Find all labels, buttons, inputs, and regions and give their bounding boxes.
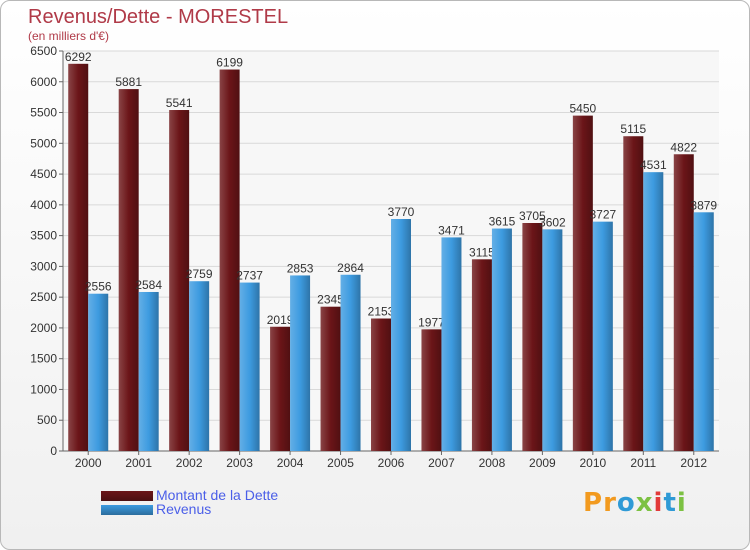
legend-swatch-revenus [101,505,153,515]
bar-revenus-2010 [592,221,613,451]
bar-dette-2000 [68,63,89,452]
y-tick-label: 6000 [30,75,57,89]
y-tick-label: 0 [50,444,57,458]
y-tick-label: 1000 [30,382,57,396]
bar-dette-2005 [320,306,341,451]
bar-revenus-2005 [340,274,361,451]
data-label: 2864 [337,261,364,275]
data-label: 3115 [469,245,495,259]
bar-revenus-2011 [643,172,664,451]
data-label: 2019 [267,313,294,327]
bar-revenus-2009 [542,229,563,451]
data-label: 3770 [388,205,415,219]
data-label: 2737 [236,269,263,283]
data-label: 6199 [216,56,243,70]
logo-letter: t [663,488,677,518]
data-label: 3879 [690,198,717,212]
bar-revenus-2012 [693,212,714,451]
y-tick-label: 2500 [30,290,57,304]
bar-dette-2003 [219,69,240,452]
data-label: 5881 [115,75,142,89]
legend-swatch-dette [101,491,153,501]
proxiti-logo: Proxiti [583,488,687,518]
logo-letter: x [635,488,654,518]
bar-revenus-2003 [239,282,260,451]
bar-dette-2010 [572,115,593,451]
x-tick-label: 2012 [680,456,707,470]
bar-revenus-2007 [441,237,462,451]
data-label: 2153 [368,305,395,319]
y-tick-label: 3000 [30,259,57,273]
x-tick-label: 2009 [529,456,556,470]
bar-dette-2007 [421,329,442,451]
logo-letter: i [676,488,687,518]
x-tick-label: 2003 [226,456,253,470]
x-tick-label: 2002 [176,456,203,470]
data-label: 5541 [166,96,193,110]
logo-letter: P [583,488,604,518]
x-tick-label: 2007 [428,456,455,470]
bar-dette-2012 [673,154,694,451]
data-label: 2759 [186,267,213,281]
y-tick-label: 5500 [30,106,57,120]
data-label: 4822 [670,140,697,154]
logo-letter: r [603,488,617,518]
data-label: 2556 [85,280,112,294]
x-tick-label: 2006 [378,456,405,470]
x-tick-label: 2000 [75,456,102,470]
bar-dette-2008 [471,259,492,451]
data-label: 2345 [317,293,344,307]
x-tick-label: 2011 [630,456,656,470]
data-label: 2853 [287,261,314,275]
bar-revenus-2004 [290,275,311,451]
bar-dette-2011 [623,136,644,451]
y-tick-label: 1500 [30,352,57,366]
legend-label-dette: Montant de la Dette [156,487,279,503]
logo-letter: i [653,488,664,518]
bar-revenus-2002 [189,281,210,451]
bar-dette-2009 [522,223,543,451]
y-tick-label: 6500 [30,44,57,58]
y-tick-label: 5000 [30,136,57,150]
data-label: 5115 [620,122,646,136]
bar-dette-2002 [169,110,190,451]
data-label: 4531 [640,158,667,172]
x-tick-label: 2010 [579,456,606,470]
data-label: 2584 [135,278,162,292]
bar-dette-2004 [270,326,291,451]
bar-revenus-2006 [391,219,411,451]
logo-letter: o [616,488,636,518]
data-label: 5450 [569,102,596,116]
legend-label-revenus: Revenus [156,501,212,517]
bar-revenus-2008 [491,228,512,451]
bar-revenus-2000 [88,293,109,451]
y-tick-label: 500 [37,413,57,427]
bar-dette-2006 [371,318,391,451]
data-label: 1977 [418,315,445,329]
x-tick-label: 2004 [277,456,304,470]
data-label: 3615 [489,215,516,229]
y-tick-label: 2000 [30,321,57,335]
y-tick-label: 4000 [30,198,57,212]
chart-title: Revenus/Dette - MORESTEL [28,6,289,28]
x-tick-label: 2008 [479,456,506,470]
y-tick-label: 3500 [30,229,57,243]
data-label: 3705 [519,209,546,223]
bar-dette-2001 [118,89,139,451]
data-label: 3471 [438,223,465,237]
data-label: 6292 [65,50,92,64]
x-tick-label: 2001 [125,456,152,470]
bar-revenus-2001 [138,291,159,451]
x-tick-label: 2005 [327,456,354,470]
data-label: 3727 [589,208,616,222]
y-tick-label: 4500 [30,167,57,181]
chart-subtitle: (en milliers d'€) [28,29,109,43]
data-label: 3602 [539,215,566,229]
